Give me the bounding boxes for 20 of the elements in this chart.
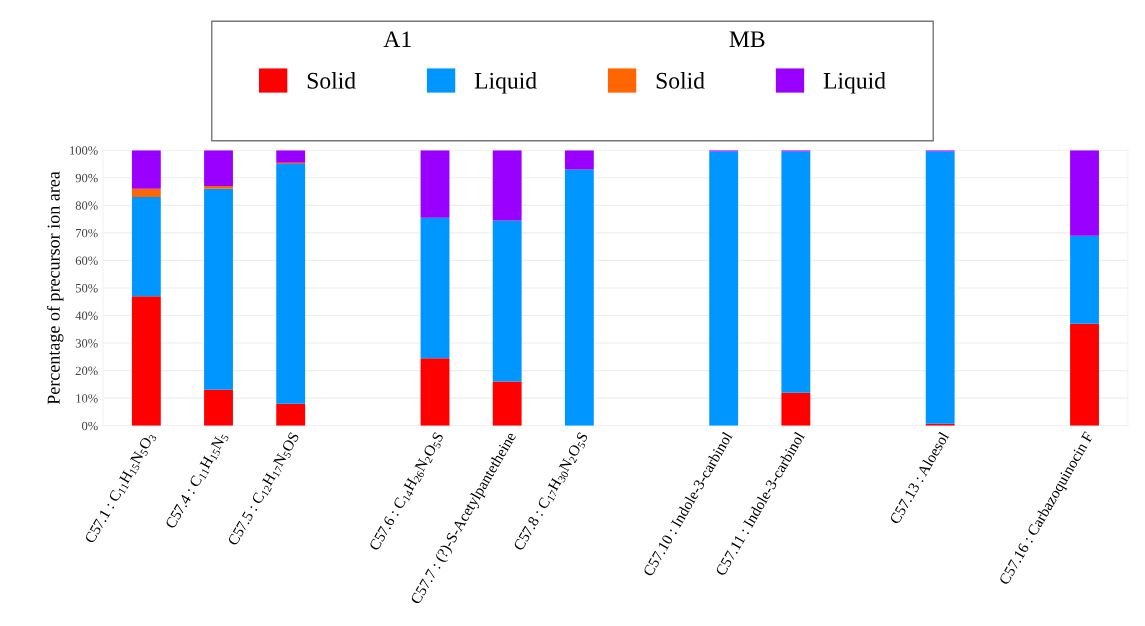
- y-tick-label: 0%: [82, 421, 98, 431]
- x-tick-label: C57.4 : C$_{11}$H$_{15}$N$_{5}$: [164, 431, 230, 531]
- y-tick-label: 40%: [75, 311, 98, 320]
- x-tick-label: C57.1 : C$_{11}$H$_{15}$N$_{5}$O$_{3}$: [84, 431, 157, 545]
- legend-label: Liquid: [823, 72, 886, 94]
- y-axis-title: Percentage of precursor ion area: [46, 171, 64, 405]
- legend-label: Solid: [656, 72, 705, 89]
- y-tick-label: 90%: [75, 173, 98, 183]
- y-tick-label: 50%: [76, 283, 98, 293]
- text: A1: [383, 31, 411, 47]
- y-tick-label: 20%: [75, 366, 98, 376]
- y-tick-label: 100%: [70, 146, 98, 155]
- y-tick-label: 70%: [76, 228, 98, 238]
- y-tick-label: 60%: [75, 256, 98, 265]
- y-tick-label: 10%: [76, 394, 98, 403]
- legend-label: Liquid: [474, 72, 537, 94]
- text: MB: [729, 31, 765, 48]
- y-tick-label: 30%: [75, 339, 98, 348]
- legend-label: Solid: [307, 72, 356, 89]
- y-tick-label: 80%: [75, 201, 98, 210]
